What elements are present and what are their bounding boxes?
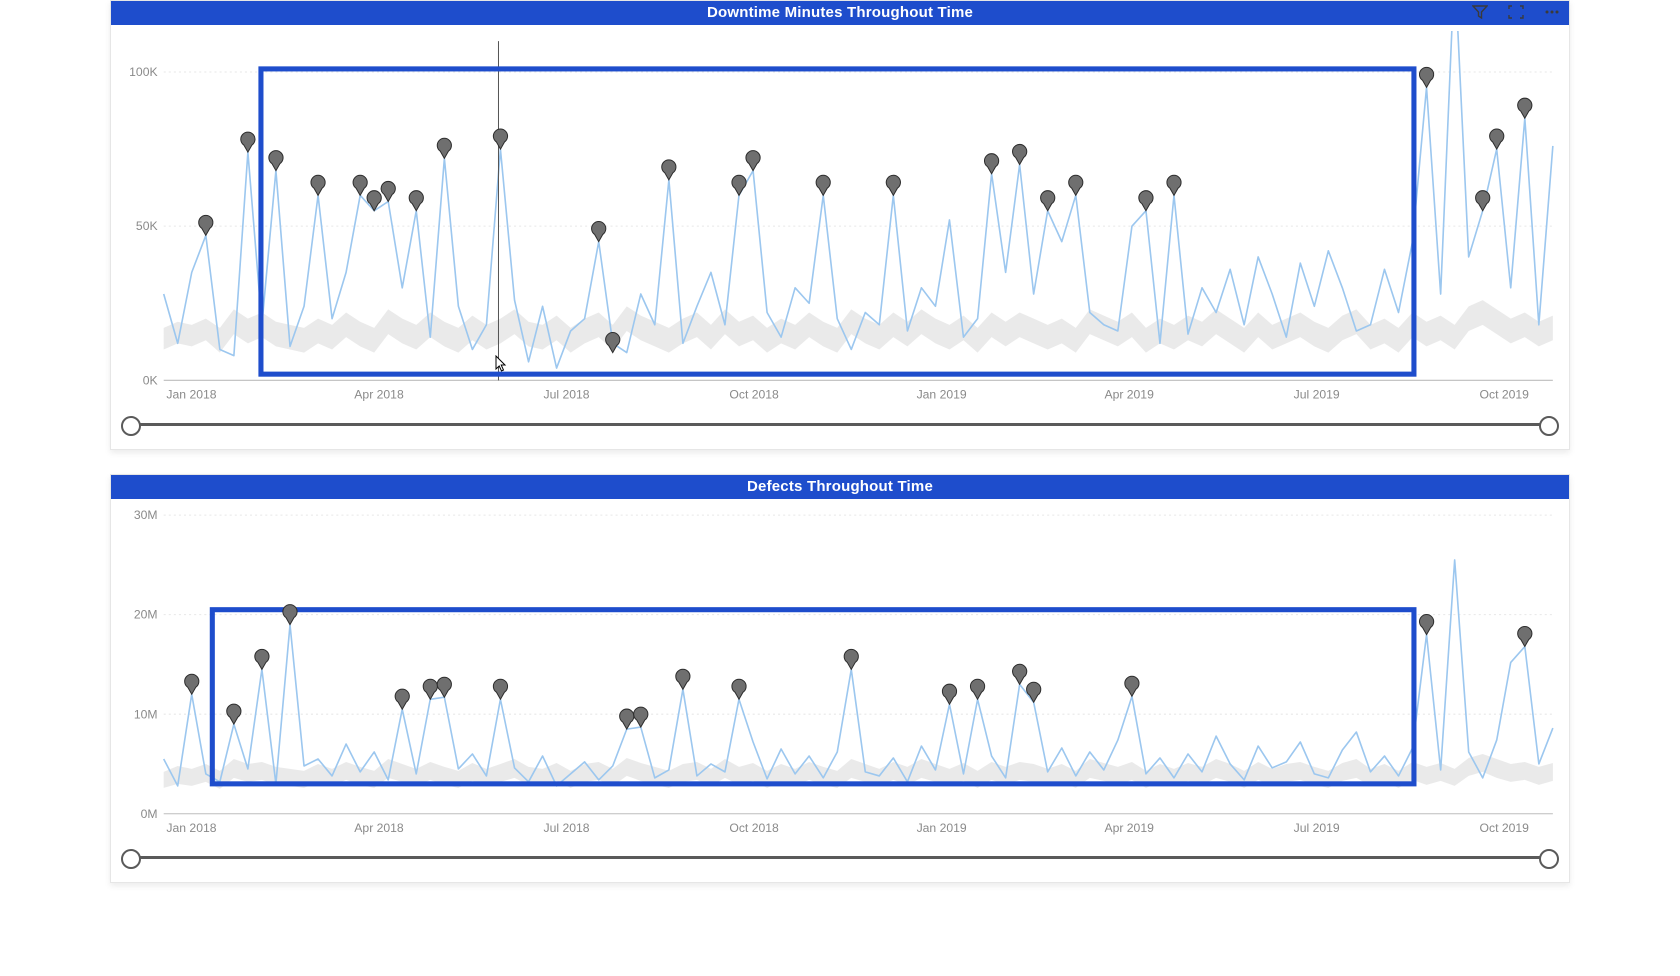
anomaly-marker[interactable] — [199, 215, 213, 235]
more-options-icon[interactable] — [1541, 3, 1563, 21]
anomaly-marker[interactable] — [1419, 67, 1433, 87]
anomaly-marker[interactable] — [732, 175, 746, 195]
anomaly-marker[interactable] — [1139, 191, 1153, 211]
anomaly-marker[interactable] — [381, 181, 395, 201]
slider-track — [129, 856, 1551, 859]
anomaly-marker[interactable] — [1419, 614, 1433, 634]
chart-title: Defects Throughout Time — [747, 478, 933, 495]
y-axis-tick-label: 0M — [141, 806, 158, 820]
anomaly-marker[interactable] — [634, 707, 648, 727]
anomaly-marker[interactable] — [1167, 175, 1181, 195]
anomaly-marker[interactable] — [311, 175, 325, 195]
anomaly-marker[interactable] — [592, 222, 606, 242]
anomaly-marker[interactable] — [493, 679, 507, 699]
anomaly-marker[interactable] — [1518, 626, 1532, 646]
slider-handle-right[interactable] — [1539, 416, 1559, 436]
anomaly-marker[interactable] — [1125, 676, 1139, 696]
anomaly-marker[interactable] — [493, 129, 507, 149]
anomaly-marker[interactable] — [606, 333, 620, 353]
anomaly-marker[interactable] — [1013, 664, 1027, 684]
anomaly-marker[interactable] — [1027, 682, 1041, 702]
anomaly-marker[interactable] — [942, 684, 956, 704]
y-axis-tick-label: 100K — [129, 65, 157, 79]
slider-track — [129, 423, 1551, 426]
x-axis-tick-label: Jan 2018 — [166, 821, 216, 835]
anomaly-marker[interactable] — [185, 674, 199, 694]
x-axis-tick-label: Apr 2018 — [354, 388, 404, 402]
anomaly-marker[interactable] — [227, 704, 241, 724]
anomaly-marker[interactable] — [844, 649, 858, 669]
focus-mode-icon[interactable] — [1505, 3, 1527, 21]
anomaly-marker[interactable] — [1041, 191, 1055, 211]
x-axis-tick-label: Jul 2018 — [544, 821, 590, 835]
anomaly-marker[interactable] — [437, 677, 451, 697]
anomaly-marker[interactable] — [437, 138, 451, 158]
y-axis-tick-label: 50K — [136, 219, 158, 233]
filter-icon[interactable] — [1469, 3, 1491, 21]
slider-handle-left[interactable] — [121, 416, 141, 436]
anomaly-marker[interactable] — [1476, 191, 1490, 211]
anomaly-marker[interactable] — [395, 689, 409, 709]
time-range-slider[interactable] — [129, 411, 1551, 439]
anomaly-marker[interactable] — [676, 669, 690, 689]
anomaly-marker[interactable] — [1013, 144, 1027, 164]
x-axis-tick-label: Jul 2018 — [544, 388, 590, 402]
x-axis-tick-label: Apr 2018 — [354, 821, 404, 835]
slider-handle-right[interactable] — [1539, 849, 1559, 869]
y-axis-tick-label: 20M — [134, 607, 158, 621]
x-axis-tick-label: Jan 2019 — [917, 821, 967, 835]
expected-range-band — [164, 300, 1553, 352]
anomaly-marker[interactable] — [970, 679, 984, 699]
time-range-slider[interactable] — [129, 844, 1551, 872]
anomaly-marker[interactable] — [409, 191, 423, 211]
value-line — [164, 560, 1553, 786]
anomaly-marker[interactable] — [620, 709, 634, 729]
anomaly-marker[interactable] — [283, 604, 297, 624]
anomaly-marker[interactable] — [1069, 175, 1083, 195]
x-axis-tick-label: Jul 2019 — [1294, 821, 1340, 835]
anomaly-marker[interactable] — [732, 679, 746, 699]
y-axis-tick-label: 30M — [134, 508, 158, 522]
chart-title: Downtime Minutes Throughout Time — [707, 4, 973, 21]
x-axis-tick-label: Jul 2019 — [1294, 388, 1340, 402]
x-axis-tick-label: Apr 2019 — [1104, 388, 1154, 402]
x-axis-tick-label: Oct 2018 — [729, 388, 779, 402]
y-axis-tick-label: 10M — [134, 707, 158, 721]
slider-handle-left[interactable] — [121, 849, 141, 869]
anomaly-marker[interactable] — [886, 175, 900, 195]
chart-card-downtime: Downtime Minutes Throughout Time 0K 50K 100… — [110, 0, 1570, 450]
chart-svg[interactable]: 0K 50K 100K Jan 2018 Apr 2018 Jul 2018 Oct 201… — [119, 31, 1561, 407]
anomaly-marker[interactable] — [1490, 129, 1504, 149]
anomaly-marker[interactable] — [662, 160, 676, 180]
anomaly-marker[interactable] — [816, 175, 830, 195]
anomaly-marker[interactable] — [1518, 98, 1532, 118]
y-axis-tick-label: 0K — [143, 373, 158, 387]
x-axis-tick-label: Jan 2019 — [917, 388, 967, 402]
chart-title-bar: Defects Throughout Time — [111, 475, 1569, 499]
x-axis-tick-label: Oct 2019 — [1480, 821, 1530, 835]
x-axis-tick-label: Oct 2018 — [729, 821, 779, 835]
anomaly-marker[interactable] — [255, 649, 269, 669]
anomaly-marker[interactable] — [984, 154, 998, 174]
x-axis-tick-label: Apr 2019 — [1104, 821, 1154, 835]
x-axis-tick-label: Oct 2019 — [1480, 388, 1530, 402]
anomaly-marker[interactable] — [269, 151, 283, 171]
chart-card-defects: Defects Throughout Time 0M 10M 20M 30M Jan 20… — [110, 474, 1570, 883]
chart-title-bar: Downtime Minutes Throughout Time — [111, 1, 1569, 25]
chart-svg[interactable]: 0M 10M 20M 30M Jan 2018 Apr 2018 Jul 2018 Oct 2… — [119, 505, 1561, 840]
anomaly-marker[interactable] — [353, 175, 367, 195]
chart-plot-wrap: 0K 50K 100K Jan 2018 Apr 2018 Jul 2018 Oct 201… — [111, 25, 1569, 409]
chart-plot-wrap: 0M 10M 20M 30M Jan 2018 Apr 2018 Jul 2018 Oct 2… — [111, 499, 1569, 842]
anomaly-marker[interactable] — [423, 679, 437, 699]
x-axis-tick-label: Jan 2018 — [166, 388, 216, 402]
visual-toolbar — [1469, 3, 1563, 21]
toolbar-separator — [1533, 4, 1535, 20]
toolbar-separator — [1497, 4, 1499, 20]
anomaly-marker[interactable] — [746, 151, 760, 171]
anomaly-marker[interactable] — [241, 132, 255, 152]
